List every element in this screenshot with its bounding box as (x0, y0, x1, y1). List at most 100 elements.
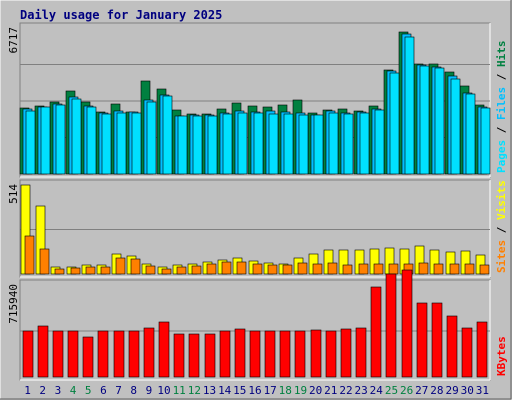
series-sites (24, 235, 490, 275)
x-tick-label: 19 (294, 384, 307, 397)
bar-sites-day-21 (327, 262, 338, 275)
bar-sites-day-15 (236, 261, 247, 275)
bar-kbytes-day-9 (143, 327, 155, 378)
bar-sites-day-14 (221, 261, 232, 275)
bar-sites-day-19 (297, 262, 308, 275)
panel-2: 514 Sites / Visits (7, 179, 508, 278)
bar-sites-day-23 (358, 263, 369, 275)
bar-pages-day-16 (253, 112, 264, 175)
panel-1: 6717 Pages / Files / Hits (7, 22, 508, 178)
series-kbytes (22, 269, 488, 378)
x-tick-label: 6 (100, 384, 107, 397)
bar-pages-day-10 (162, 95, 173, 175)
bar-pages-day-28 (434, 67, 445, 175)
bar-sites-day-2 (39, 248, 50, 275)
bar-sites-day-17 (267, 264, 278, 275)
bar-pages-day-14 (222, 113, 233, 175)
bar-sites-day-10 (161, 268, 172, 275)
x-tick-label: 5 (85, 384, 92, 397)
bar-pages-day-13 (207, 115, 218, 175)
bar-sites-day-5 (85, 266, 96, 275)
legend-entry: Files (495, 87, 508, 120)
bar-pages-day-24 (374, 109, 385, 175)
bar-pages-day-19 (298, 114, 309, 175)
bar-sites-day-3 (54, 268, 65, 275)
bar-kbytes-day-11 (173, 333, 185, 378)
x-tick-label: 4 (70, 384, 77, 397)
x-tick-label: 22 (339, 384, 352, 397)
bar-kbytes-day-17 (264, 330, 276, 378)
bar-sites-day-22 (342, 264, 353, 275)
bar-kbytes-day-18 (279, 330, 291, 378)
x-tick-label: 7 (115, 384, 122, 397)
y-max-label: 715940 (7, 284, 20, 324)
bar-sites-day-8 (130, 258, 141, 275)
bar-pages-day-27 (419, 65, 430, 175)
bar-pages-day-3 (55, 104, 66, 175)
bar-pages-day-23 (359, 112, 370, 175)
bar-sites-day-28 (433, 263, 444, 275)
bar-sites-day-6 (100, 266, 111, 275)
legend-entry: Hits (495, 41, 508, 68)
bar-kbytes-day-13 (204, 333, 216, 378)
bar-pages-day-11 (177, 115, 188, 175)
bar-kbytes-day-2 (37, 325, 49, 378)
x-tick-label: 30 (461, 384, 474, 397)
legend-entry: Pages (495, 140, 508, 173)
bar-kbytes-day-22 (340, 328, 352, 378)
bar-sites-day-24 (373, 263, 384, 275)
bar-pages-day-8 (131, 112, 142, 175)
bar-pages-day-31 (480, 107, 491, 175)
bar-sites-day-27 (418, 262, 429, 275)
legend-entry: / (495, 120, 508, 140)
x-tick-label: 25 (385, 384, 398, 397)
bar-sites-day-7 (115, 257, 126, 275)
bar-pages-day-2 (40, 106, 51, 175)
bar-pages-day-22 (343, 113, 354, 175)
bar-pages-day-9 (146, 101, 157, 175)
bar-sites-day-18 (282, 264, 293, 275)
legend-entry: Visits (495, 180, 508, 220)
bar-kbytes-day-21 (325, 330, 337, 378)
legend-entry: / (495, 220, 508, 240)
x-tick-label: 23 (354, 384, 367, 397)
x-tick-label: 3 (55, 384, 62, 397)
bar-pages-day-18 (283, 113, 294, 175)
bar-kbytes-day-28 (431, 302, 443, 378)
x-tick-label: 28 (430, 384, 443, 397)
x-tick-label: 13 (203, 384, 216, 397)
x-tick-label: 27 (415, 384, 428, 397)
bar-sites-day-16 (252, 263, 263, 275)
bar-sites-day-29 (449, 263, 460, 275)
bar-sites-day-30 (464, 263, 475, 275)
bar-kbytes-day-27 (416, 302, 428, 378)
bar-pages-day-26 (404, 36, 415, 175)
legend: Sites / Visits (495, 180, 508, 273)
bar-kbytes-day-20 (310, 329, 322, 378)
panel-3: 715940 KBytes (7, 269, 508, 381)
bar-sites-day-25 (388, 263, 399, 275)
bar-kbytes-day-14 (219, 330, 231, 378)
bar-pages-day-25 (389, 72, 400, 175)
x-tick-label: 15 (233, 384, 246, 397)
bar-kbytes-day-16 (249, 330, 261, 378)
bar-kbytes-day-10 (158, 321, 170, 378)
x-axis-labels: 1 2 3 4 5 6 7 8 9 10 11 12 13 14 15 16 17 18 19 20 21 22 23 24 2… (24, 384, 489, 397)
bar-pages-day-17 (268, 113, 279, 175)
bar-kbytes-day-8 (128, 330, 140, 378)
legend: Pages / Files / Hits (495, 41, 508, 174)
y-max-label: 514 (7, 184, 20, 204)
bar-kbytes-day-23 (355, 327, 367, 378)
bar-pages-day-6 (101, 113, 112, 175)
bar-kbytes-day-6 (97, 330, 109, 378)
bar-kbytes-day-25 (385, 273, 397, 378)
bar-kbytes-day-30 (461, 327, 473, 378)
bar-kbytes-day-3 (52, 330, 64, 378)
legend-entry: KBytes (495, 336, 508, 376)
bar-sites-day-9 (145, 265, 156, 275)
bar-sites-day-1 (24, 235, 35, 275)
bar-sites-day-11 (176, 266, 187, 275)
y-max-label: 6717 (7, 27, 20, 54)
bar-kbytes-day-12 (188, 333, 200, 378)
bar-kbytes-day-15 (234, 328, 246, 378)
